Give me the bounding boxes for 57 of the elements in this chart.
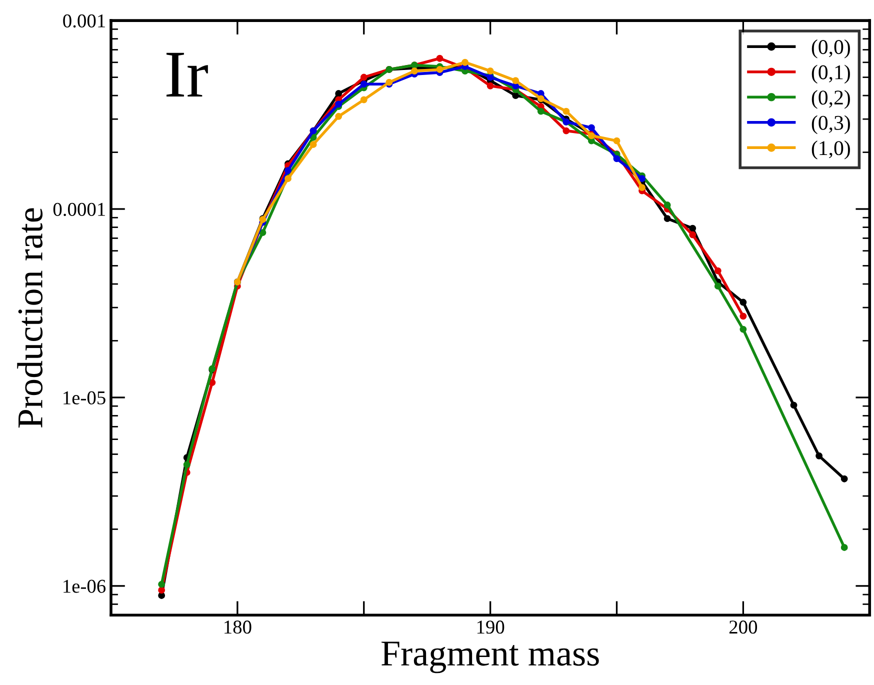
legend-label: (0,3) [812, 115, 850, 134]
point [512, 92, 520, 100]
point [360, 96, 368, 104]
point [512, 77, 520, 84]
y-axis-title: Production rate [17, 208, 43, 428]
point [740, 326, 747, 333]
point [462, 58, 468, 66]
y-tick-label: 1e-06 [64, 580, 106, 593]
point [840, 475, 848, 482]
point [410, 68, 418, 74]
point [638, 175, 646, 182]
point [310, 141, 317, 148]
point [486, 68, 494, 74]
point [158, 586, 166, 594]
point [714, 267, 722, 274]
point [537, 108, 544, 115]
point [664, 202, 671, 208]
point [562, 108, 570, 115]
point [714, 282, 722, 290]
legend-label: (0,2) [812, 90, 850, 109]
point [740, 312, 747, 320]
point [360, 74, 368, 81]
point [335, 112, 342, 120]
point [840, 544, 848, 551]
point [664, 215, 671, 222]
x-tick-label: 200 [729, 620, 758, 634]
point [158, 580, 166, 588]
point [740, 298, 747, 306]
point [284, 175, 292, 182]
point [259, 229, 266, 236]
point [689, 224, 696, 232]
point [436, 54, 444, 62]
x-tick-label: 180 [224, 620, 252, 634]
point [588, 124, 595, 132]
point [816, 452, 823, 460]
point [183, 461, 190, 468]
point [638, 184, 646, 192]
y-tick-label: 0.0001 [53, 202, 105, 216]
point [613, 137, 620, 144]
point [689, 231, 696, 238]
point [284, 167, 292, 174]
y-tick-label: 1e-05 [64, 391, 106, 404]
x-axis-title: Fragment mass [382, 642, 599, 674]
point [562, 127, 570, 134]
annotation: Ir [166, 52, 208, 97]
point [335, 90, 342, 97]
point [486, 82, 494, 90]
legend-label: (0,0) [812, 39, 850, 58]
point [790, 402, 798, 409]
legend-label: (0,1) [812, 64, 850, 84]
legend-label: (1,0) [812, 140, 850, 160]
point [360, 80, 368, 88]
x-tick-label: 190 [477, 620, 504, 634]
point [613, 155, 620, 162]
point [158, 592, 166, 599]
point [335, 100, 342, 108]
y-tick-label: 0.001 [63, 14, 105, 28]
